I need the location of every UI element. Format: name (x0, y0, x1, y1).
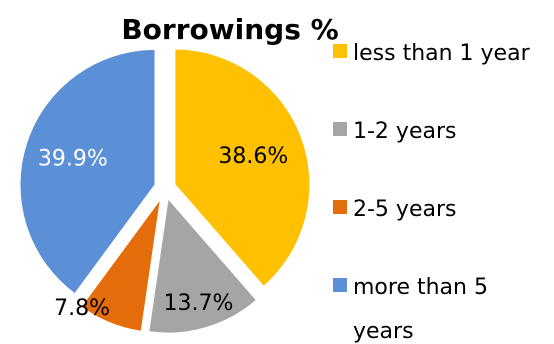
pie-slice-more-than-5-years (18, 47, 157, 296)
legend: less than 1 year 1-2 years 2-5 years more t… (333, 41, 531, 344)
legend-item: more than 5 years (333, 275, 488, 344)
labels-layer: 38.6% 13.7% 7.8% 39.9% (38, 144, 288, 321)
legend-label: 2-5 years (353, 197, 456, 222)
slice-value-label: 13.7% (164, 291, 234, 316)
legend-swatch (333, 278, 347, 292)
pie-slice-2-5-years (79, 196, 163, 333)
slice-value-label: 39.9% (38, 147, 108, 172)
chart-title: Borrowings % (121, 13, 338, 46)
slices-layer (18, 47, 312, 335)
legend-label: less than 1 year (353, 41, 531, 66)
legend-item: less than 1 year (333, 41, 531, 66)
legend-label: 1-2 years (353, 119, 456, 144)
legend-swatch (333, 122, 347, 136)
legend-item: 1-2 years (333, 119, 456, 144)
legend-item: 2-5 years (333, 197, 456, 222)
legend-swatch (333, 200, 347, 214)
pie-slice-1-2-years (147, 195, 259, 335)
slice-value-label: 38.6% (218, 144, 288, 169)
legend-swatch (333, 44, 347, 58)
pie-slice-less-than-1-year (173, 47, 312, 289)
legend-label: more than 5 years (353, 275, 488, 344)
slice-value-label: 7.8% (54, 296, 110, 321)
